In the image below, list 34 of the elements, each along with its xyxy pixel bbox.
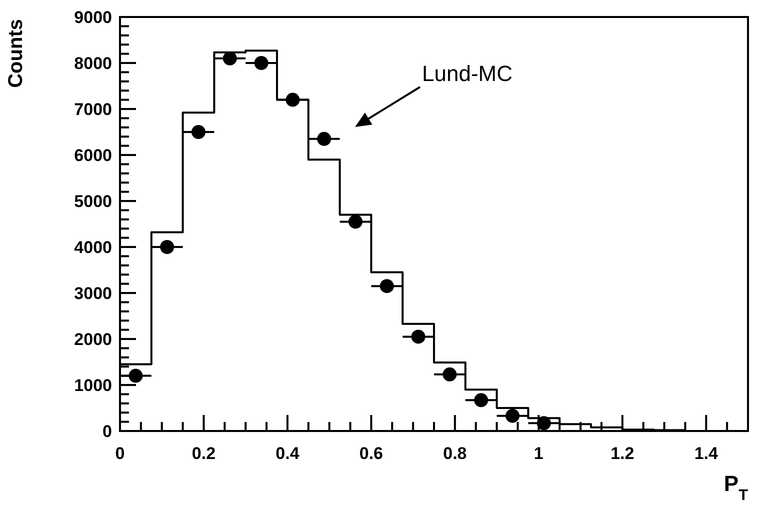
y-tick-label: 1000 — [74, 376, 112, 395]
x-tick-label: 1.4 — [694, 444, 718, 463]
y-tick-label: 8000 — [74, 54, 112, 73]
x-tick-label: 0.6 — [359, 444, 384, 463]
point — [506, 408, 520, 423]
x-tick-label: 0.8 — [443, 444, 467, 463]
x-tick-label: 0 — [115, 444, 125, 463]
point — [192, 125, 206, 139]
y-tick-label: 4000 — [74, 238, 112, 257]
point — [254, 56, 268, 70]
point — [348, 214, 362, 229]
x-axis-title: P$_{T}$ — [724, 471, 749, 504]
y-tick-label: 9000 — [74, 8, 112, 27]
point — [222, 51, 237, 66]
point — [160, 240, 174, 254]
point — [442, 367, 457, 382]
y-tick-label: 2000 — [74, 330, 112, 349]
point — [411, 330, 426, 344]
y-tick-label: 0 — [102, 422, 112, 441]
y-tick-label: 6000 — [74, 146, 112, 165]
y-tick-label: 3000 — [74, 284, 112, 303]
point — [474, 393, 488, 408]
point — [128, 368, 143, 383]
y-tick-label: 5000 — [74, 192, 112, 211]
x-tick-label: 0.4 — [276, 444, 300, 463]
annotation: Lund-MC — [422, 61, 513, 86]
x-tick-label: 1.2 — [610, 444, 634, 463]
x-tick-label: 0.2 — [192, 444, 216, 463]
x-tick-label: 1 — [534, 444, 544, 463]
point — [286, 92, 300, 107]
point — [380, 279, 394, 294]
y-tick-label: 7000 — [74, 100, 112, 119]
point — [317, 132, 332, 146]
y-axis-title: Counts — [5, 19, 27, 88]
